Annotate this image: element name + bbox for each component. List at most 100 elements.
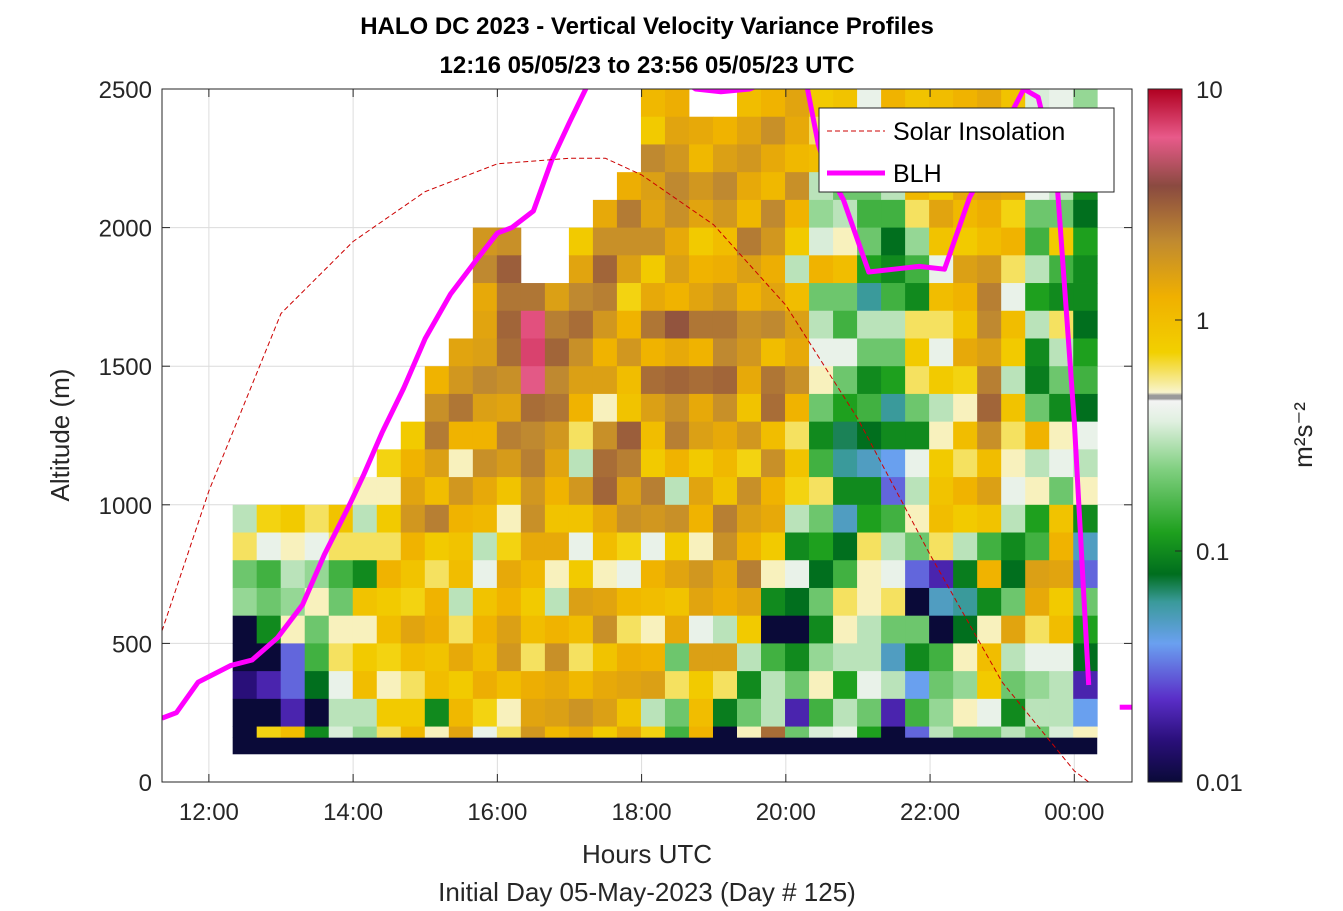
heatmap-cell bbox=[761, 449, 786, 478]
heatmap-cell bbox=[232, 560, 258, 589]
heatmap-cell bbox=[640, 199, 666, 228]
heatmap-cell bbox=[400, 698, 426, 727]
heatmap-cell bbox=[592, 449, 618, 478]
heatmap-cell bbox=[616, 726, 642, 739]
heatmap-cell bbox=[568, 698, 594, 727]
heatmap-cell bbox=[1049, 532, 1074, 561]
heatmap-cell bbox=[929, 199, 954, 228]
heatmap-cell bbox=[953, 726, 978, 739]
heatmap-cell bbox=[737, 310, 762, 339]
heatmap-cell bbox=[881, 615, 906, 644]
heatmap-cell bbox=[1049, 477, 1074, 506]
heatmap-cell bbox=[616, 615, 642, 644]
heatmap-cell bbox=[232, 504, 258, 533]
heatmap-cell bbox=[857, 532, 882, 561]
heatmap-cell bbox=[616, 310, 642, 339]
heatmap-cell bbox=[688, 338, 714, 367]
heatmap-cell bbox=[568, 255, 594, 284]
heatmap-cell bbox=[1001, 532, 1026, 561]
heatmap-cell bbox=[833, 283, 858, 312]
heatmap-cell bbox=[616, 698, 642, 727]
heatmap-cell bbox=[664, 310, 690, 339]
heatmap-cell bbox=[881, 421, 906, 450]
heatmap-cell bbox=[328, 726, 354, 739]
heatmap-cell bbox=[1025, 643, 1050, 672]
heatmap-cell bbox=[664, 283, 690, 312]
heatmap-cell bbox=[688, 449, 714, 478]
heatmap-cell bbox=[376, 698, 402, 727]
heatmap-cell bbox=[664, 227, 690, 256]
heatmap-cell bbox=[568, 283, 594, 312]
heatmap-cell bbox=[712, 199, 738, 228]
heatmap-cell bbox=[472, 504, 498, 533]
heatmap-cell bbox=[592, 726, 618, 739]
heatmap-cell bbox=[328, 587, 354, 617]
heatmap-cell bbox=[905, 421, 930, 450]
heatmap-cell bbox=[905, 338, 930, 367]
heatmap-cell bbox=[544, 449, 570, 478]
heatmap-cell bbox=[448, 698, 474, 727]
x-tick-label: 18:00 bbox=[612, 799, 672, 826]
heatmap-cell bbox=[688, 116, 714, 145]
heatmap-cell bbox=[376, 615, 402, 644]
heatmap-cell bbox=[785, 199, 810, 228]
heatmap-cell bbox=[977, 587, 1002, 617]
heatmap-cell bbox=[592, 199, 618, 228]
heatmap-cell bbox=[1001, 283, 1026, 312]
heatmap-cell bbox=[737, 338, 762, 367]
heatmap-cell bbox=[905, 504, 930, 533]
heatmap-cell bbox=[1025, 532, 1050, 561]
heatmap-cell bbox=[737, 504, 762, 533]
x-tick-label: 22:00 bbox=[900, 799, 960, 826]
heatmap-cell bbox=[544, 698, 570, 727]
heatmap-cell bbox=[737, 477, 762, 506]
heatmap-cell bbox=[761, 199, 786, 228]
x-tick-label: 16:00 bbox=[467, 799, 527, 826]
heatmap-cell bbox=[496, 587, 522, 617]
heatmap-cell bbox=[785, 726, 810, 739]
heatmap-cell bbox=[304, 726, 330, 739]
heatmap-cell bbox=[352, 504, 378, 533]
heatmap-cell bbox=[1049, 671, 1074, 700]
heatmap-cell bbox=[905, 615, 930, 644]
heatmap-cell bbox=[761, 227, 786, 256]
heatmap-cell bbox=[929, 726, 954, 739]
heatmap-cell bbox=[280, 643, 306, 672]
heatmap-cell bbox=[472, 477, 498, 506]
heatmap-cell bbox=[496, 615, 522, 644]
heatmap-cell bbox=[520, 726, 546, 739]
heatmap-cell bbox=[1025, 615, 1050, 644]
heatmap-cell bbox=[809, 227, 834, 256]
heatmap-cell bbox=[592, 615, 618, 644]
heatmap-cell bbox=[857, 477, 882, 506]
heatmap-cell bbox=[640, 587, 666, 617]
heatmap-cell bbox=[833, 421, 858, 450]
heatmap-cell bbox=[688, 310, 714, 339]
heatmap-cell bbox=[496, 643, 522, 672]
heatmap-cell bbox=[544, 671, 570, 700]
heatmap-cell bbox=[376, 504, 402, 533]
heatmap-cell bbox=[424, 504, 450, 533]
heatmap-cell bbox=[737, 560, 762, 589]
heatmap-cell bbox=[496, 698, 522, 727]
legend-solar-label: Solar Insolation bbox=[893, 118, 1065, 146]
heatmap-cell bbox=[1049, 726, 1074, 739]
heatmap-cell bbox=[1025, 560, 1050, 589]
heatmap-cell bbox=[568, 615, 594, 644]
heatmap-cell bbox=[737, 532, 762, 561]
heatmap-cell bbox=[905, 449, 930, 478]
heatmap-cell bbox=[1001, 477, 1026, 506]
heatmap-cell bbox=[785, 643, 810, 672]
heatmap-cell bbox=[881, 310, 906, 339]
heatmap-cell bbox=[881, 366, 906, 395]
heatmap-cell bbox=[568, 310, 594, 339]
heatmap-cell bbox=[616, 532, 642, 561]
heatmap-cell bbox=[376, 560, 402, 589]
heatmap-cell bbox=[857, 560, 882, 589]
heatmap-cell bbox=[448, 366, 474, 395]
heatmap-cell bbox=[809, 338, 834, 367]
heatmap-cell bbox=[737, 643, 762, 672]
heatmap-cell bbox=[328, 698, 354, 727]
heatmap-cell bbox=[737, 366, 762, 395]
heatmap-cell bbox=[280, 698, 306, 727]
